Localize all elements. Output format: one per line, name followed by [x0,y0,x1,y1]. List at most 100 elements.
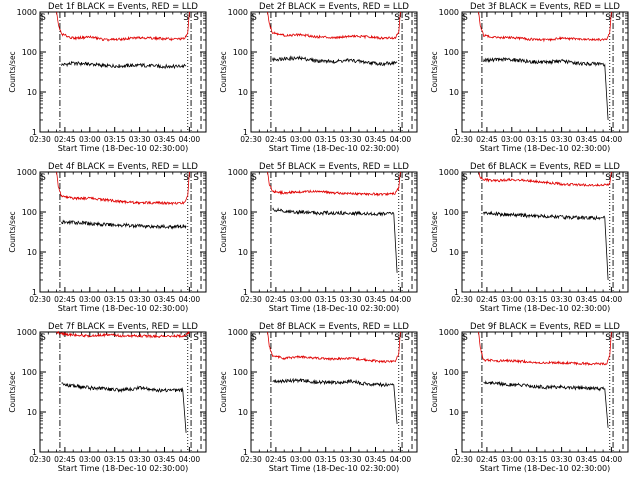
y-tick-label: 100 [233,208,248,217]
x-axis-label: Start Time (18-Dec-10 02:30:00) [269,464,400,473]
x-axis-label: Start Time (18-Dec-10 02:30:00) [58,464,189,473]
events-series-line [483,57,609,121]
chart-panel-6f: Det 6f BLACK = Events, RED = LLD 1 10 100 10… [430,162,629,313]
y-tick-label: 10 [449,88,459,97]
y-tick-label: 10 [449,408,459,417]
x-tick-label: 03:45 [365,135,387,144]
plot-frame [461,171,629,293]
x-tick-label: 03:00 [79,135,101,144]
lld-series-line [478,171,612,187]
x-tick-label: 03:00 [290,135,312,144]
x-tick-label: 04:00 [601,295,623,304]
chart-panel-1f: Det 1f BLACK = Events, RED = LLD 1 10 100 10… [8,2,207,153]
x-tick-label: 03:30 [340,135,362,144]
y-tick-label: 1000 [228,328,248,337]
events-series-line [483,380,609,428]
saa-marker-end: S [605,173,611,183]
y-axis-label: Counts/sec [430,371,439,412]
saa-marker-end: S [404,173,410,183]
x-tick-label: 03:00 [79,455,101,464]
lld-series-line [56,330,190,339]
x-tick-label: 02:30 [451,295,473,304]
x-tick-label: 03:00 [79,295,101,304]
plot-frame [250,171,418,293]
panel-title: Det 7f BLACK = Events, RED = LLD [48,322,198,332]
x-tick-label: 03:45 [576,455,598,464]
x-tick-label: 04:00 [390,455,412,464]
x-tick-label: 04:00 [390,135,412,144]
saa-marker-end: S [394,173,400,183]
x-tick-label: 03:00 [290,455,312,464]
x-tick-label: 02:45 [265,135,287,144]
saa-marker-end: S [183,13,189,23]
panel-title: Det 8f BLACK = Events, RED = LLD [259,322,409,332]
saa-marker-end: S [605,333,611,343]
saa-marker-end: S [404,333,410,343]
x-tick-label: 04:00 [601,455,623,464]
y-axis-label: Counts/sec [219,211,228,252]
chart-panel-2f: Det 2f BLACK = Events, RED = LLD 1 10 100 10… [219,2,418,153]
panel-title: Det 3f BLACK = Events, RED = LLD [470,2,620,12]
plot-frame [250,11,418,133]
lld-series-line [267,331,401,364]
y-tick-label: 100 [233,368,248,377]
x-tick-label: 03:15 [526,295,548,304]
y-tick-label: 1 [32,128,37,137]
y-axis-label: Counts/sec [8,51,17,92]
plot-frame [39,171,207,293]
x-axis-label: Start Time (18-Dec-10 02:30:00) [269,304,400,313]
y-tick-label: 1 [243,448,248,457]
x-tick-label: 03:30 [340,295,362,304]
chart-panel-8f: Det 8f BLACK = Events, RED = LLD 1 10 100 10… [219,322,418,473]
x-tick-label: 02:45 [265,455,287,464]
y-tick-label: 10 [238,248,248,257]
x-tick-label: 04:00 [179,135,201,144]
x-axis-label: Start Time (18-Dec-10 02:30:00) [480,304,611,313]
events-series-line [272,55,398,67]
x-tick-label: 03:15 [104,135,126,144]
panel-title: Det 1f BLACK = Events, RED = LLD [48,2,198,12]
x-tick-label: 04:00 [601,135,623,144]
y-tick-label: 100 [444,368,459,377]
events-series-line [272,377,398,425]
y-tick-label: 10 [238,88,248,97]
y-tick-label: 1000 [17,8,37,17]
saa-marker-start: S [462,333,468,343]
x-tick-label: 03:00 [501,295,523,304]
x-tick-label: 03:45 [576,295,598,304]
x-tick-label: 04:00 [390,295,412,304]
saa-marker-end: S [394,13,400,23]
x-tick-label: 02:30 [29,135,51,144]
x-tick-label: 03:15 [526,455,548,464]
y-tick-label: 1 [454,288,459,297]
y-tick-label: 10 [27,248,37,257]
y-tick-label: 100 [22,48,37,57]
x-tick-label: 03:15 [104,295,126,304]
plot-frame [461,331,629,453]
x-tick-label: 03:45 [154,455,176,464]
y-tick-label: 1000 [228,168,248,177]
y-tick-label: 1 [243,128,248,137]
x-tick-label: 03:45 [154,295,176,304]
lld-series-line [478,331,612,366]
y-axis-label: Counts/sec [430,211,439,252]
x-tick-label: 02:45 [54,455,76,464]
y-axis-label: Counts/sec [8,211,17,252]
y-tick-label: 1000 [17,328,37,337]
y-tick-label: 100 [22,208,37,217]
x-tick-label: 03:30 [129,135,151,144]
x-tick-label: 03:30 [551,295,573,304]
x-tick-label: 03:00 [501,455,523,464]
y-tick-label: 10 [27,88,37,97]
saa-marker-end: S [615,173,621,183]
chart-panel-4f: Det 4f BLACK = Events, RED = LLD 1 10 100 10… [8,162,207,313]
saa-marker-start: S [40,173,46,183]
x-tick-label: 02:30 [451,455,473,464]
x-tick-label: 02:30 [29,455,51,464]
x-tick-label: 02:30 [29,295,51,304]
x-tick-label: 02:45 [265,295,287,304]
saa-marker-end: S [193,13,199,23]
x-tick-label: 04:00 [179,455,201,464]
lld-series-line [267,171,401,197]
y-tick-label: 1000 [228,8,248,17]
